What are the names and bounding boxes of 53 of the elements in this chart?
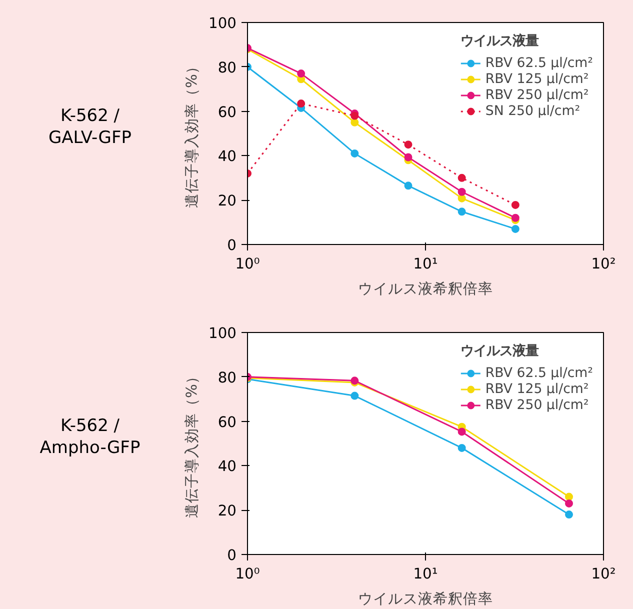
legend-label: SN 250 µl/cm² <box>485 103 580 119</box>
legend-title: ウイルス液量 <box>460 342 540 360</box>
point <box>565 510 573 519</box>
legend-label: RBV 125 µl/cm² <box>485 381 589 397</box>
point <box>565 492 573 501</box>
point <box>297 70 306 78</box>
point <box>350 149 359 158</box>
point <box>565 499 573 508</box>
point <box>458 444 466 452</box>
text: K-562 / GALV-GFP <box>48 105 132 150</box>
y-tick-label: 40 <box>218 458 237 476</box>
y-tick-label: 20 <box>218 502 237 520</box>
x-tick-label: 10⁰ <box>235 256 260 272</box>
point <box>458 188 466 196</box>
text: K-562 / Ampho-GFP <box>40 415 140 460</box>
x-axis-title: ウイルス液希釈倍率 <box>358 280 493 298</box>
y-tick-label: 80 <box>218 59 237 76</box>
point <box>350 392 359 400</box>
point <box>458 174 466 182</box>
x-axis-title: ウイルス液希釈倍率 <box>358 590 493 608</box>
y-tick-label: 0 <box>227 237 237 254</box>
x-tick-label: 10¹ <box>413 256 438 272</box>
y-tick-label: 60 <box>218 414 237 431</box>
legend-label: RBV 62.5 µl/cm² <box>485 55 593 71</box>
legend-label: RBV 250 µl/cm² <box>485 87 589 103</box>
y-tick-label: 100 <box>208 15 237 32</box>
y-tick-label: 100 <box>208 325 237 342</box>
point <box>350 118 359 126</box>
y-tick-label: 80 <box>218 369 237 386</box>
y-tick-label: 60 <box>218 104 237 121</box>
y-tick-label: 0 <box>227 547 237 564</box>
point <box>458 194 466 202</box>
y-tick-label: 20 <box>218 192 237 210</box>
point <box>404 182 412 190</box>
point <box>297 100 306 108</box>
point <box>511 214 520 222</box>
legend-label: RBV 125 µl/cm² <box>485 71 589 87</box>
point <box>458 208 466 216</box>
point <box>511 200 520 209</box>
x-tick-label: 10² <box>591 256 616 272</box>
x-tick-label: 10⁰ <box>235 566 260 582</box>
legend-label: RBV 62.5 µl/cm² <box>485 365 593 381</box>
legend-title: ウイルス液量 <box>460 32 540 50</box>
point <box>404 153 412 162</box>
point <box>458 428 466 436</box>
point <box>404 140 412 149</box>
y-axis-title: 遺伝子導入効率（%） <box>184 59 201 208</box>
x-tick-label: 10¹ <box>413 566 438 582</box>
point <box>511 224 520 233</box>
y-axis-title: 遺伝子導入効率（%） <box>184 369 201 518</box>
legend-label: RBV 250 µl/cm² <box>485 397 589 413</box>
y-tick-label: 40 <box>218 148 237 166</box>
x-tick-label: 10² <box>591 566 616 582</box>
